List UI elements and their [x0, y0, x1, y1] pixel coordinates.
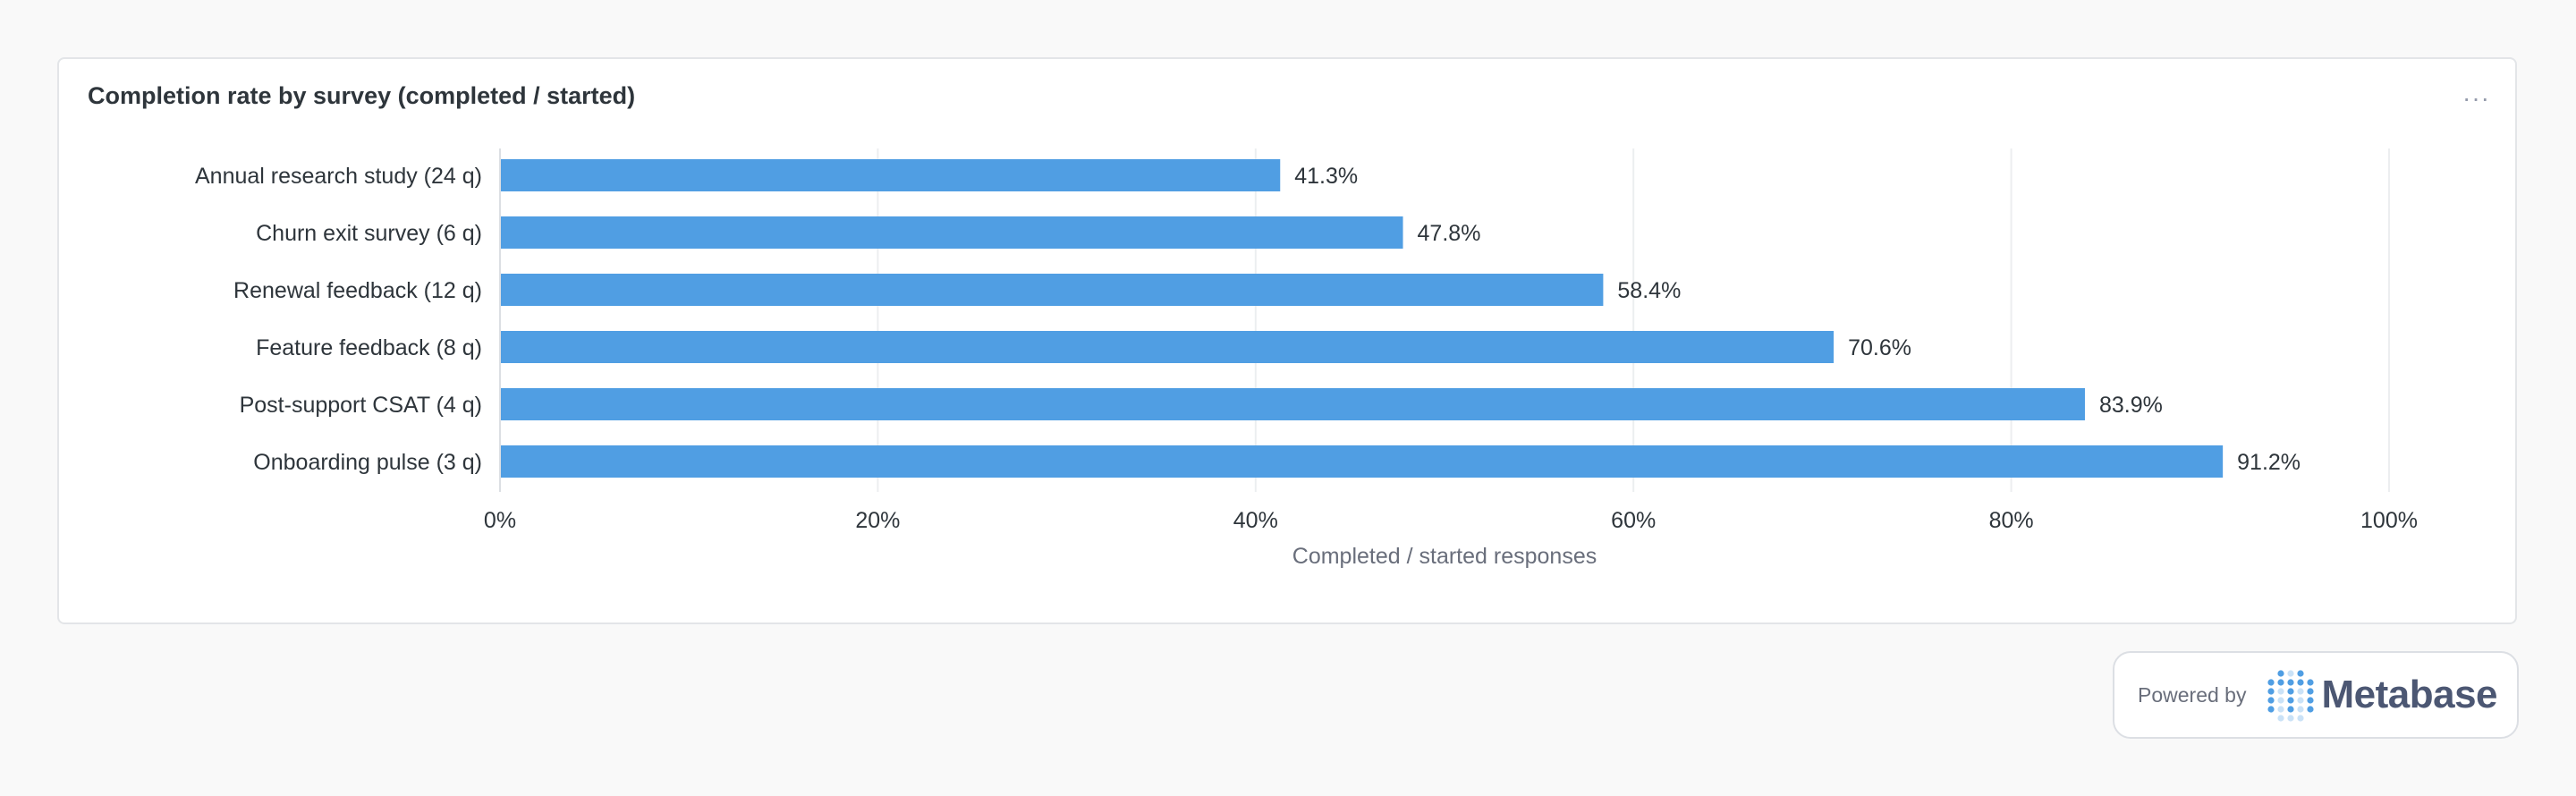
logo-dot — [2277, 697, 2285, 704]
category-label: Onboarding pulse (3 q) — [253, 450, 482, 475]
bar — [500, 159, 1281, 191]
logo-dot — [2277, 688, 2285, 695]
logo-dot — [2277, 679, 2285, 686]
logo-dot — [2287, 697, 2295, 704]
card-title: Completion rate by survey (completed / s… — [88, 82, 636, 109]
category-label: Annual research study (24 q) — [195, 164, 482, 189]
bar — [500, 216, 1403, 249]
bar — [500, 274, 1604, 306]
data-label: 91.2% — [2237, 450, 2301, 475]
x-tick-label: 60% — [1611, 508, 1656, 533]
logo-dot — [2267, 706, 2275, 713]
data-label: 58.4% — [1617, 278, 1681, 303]
ellipsis-icon[interactable]: ··· — [2462, 84, 2490, 112]
data-label: 47.8% — [1418, 221, 1481, 246]
logo-dot — [2307, 688, 2315, 695]
logo-dot — [2287, 688, 2295, 695]
metabase-logo-icon — [2267, 670, 2315, 722]
logo-dot — [2267, 679, 2275, 686]
logo-dot — [2297, 697, 2305, 704]
logo-dot — [2287, 679, 2295, 686]
category-label: Renewal feedback (12 q) — [233, 278, 482, 303]
logo-dot — [2287, 715, 2295, 722]
logo-dot — [2297, 688, 2305, 695]
logo-dot — [2297, 670, 2305, 677]
x-tick-label: 100% — [2360, 508, 2418, 533]
category-label: Churn exit survey (6 q) — [256, 221, 482, 246]
category-label: Feature feedback (8 q) — [256, 335, 482, 360]
x-tick-label: 20% — [855, 508, 900, 533]
logo-dot — [2267, 697, 2275, 704]
logo-dot — [2277, 715, 2285, 722]
bar — [500, 445, 2224, 478]
category-label: Post-support CSAT (4 q) — [240, 393, 482, 418]
bar — [500, 388, 2085, 420]
data-label: 70.6% — [1848, 335, 1911, 360]
logo-dot — [2287, 706, 2295, 713]
brand-name: Metabase — [2321, 673, 2498, 716]
logo-dot — [2277, 706, 2285, 713]
powered-by-badge[interactable]: Powered by Metabase — [2113, 651, 2519, 739]
x-tick-label: 40% — [1233, 508, 1278, 533]
logo-dot — [2307, 697, 2315, 704]
data-label: 41.3% — [1294, 164, 1358, 189]
logo-dot — [2297, 706, 2305, 713]
bar-chart: Annual research study (24 q) 41.3% Churn e… — [195, 148, 2418, 569]
logo-dot — [2307, 679, 2315, 686]
bar — [500, 331, 1835, 363]
powered-by-label: Powered by — [2138, 682, 2247, 707]
logo-dot — [2297, 715, 2305, 722]
x-tick-label: 0% — [484, 508, 516, 533]
data-label: 83.9% — [2099, 393, 2163, 418]
logo-dot — [2307, 706, 2315, 713]
x-axis-title: Completed / started responses — [1292, 544, 1597, 569]
logo-dot — [2277, 670, 2285, 677]
logo-dot — [2267, 688, 2275, 695]
x-tick-label: 80% — [1989, 508, 2034, 533]
chart-card: Completion rate by survey (completed / s… — [57, 57, 2517, 624]
logo-dot — [2287, 670, 2295, 677]
logo-dot — [2297, 679, 2305, 686]
